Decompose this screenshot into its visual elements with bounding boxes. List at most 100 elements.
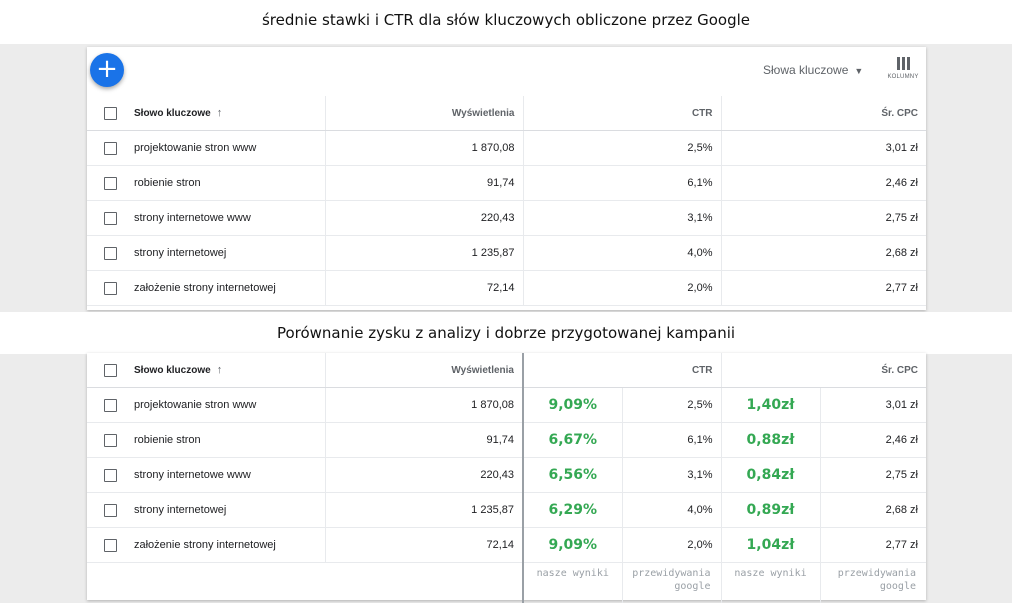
select-all-checkbox[interactable] xyxy=(87,96,134,131)
row-checkbox[interactable] xyxy=(87,528,134,563)
row-checkbox[interactable] xyxy=(87,493,134,528)
keywords-panel-bottom: Słowo kluczowe↑ Wyświetlenia CTR Śr. CPC… xyxy=(87,353,926,600)
keyword-cell: strony internetowej xyxy=(134,236,325,271)
column-header-impressions[interactable]: Wyświetlenia xyxy=(325,353,523,388)
table-row: założenie strony internetowej 72,14 9,09… xyxy=(87,528,926,563)
comparison-banner-title: Porównanie zysku z analizy i dobrze przy… xyxy=(0,312,1012,354)
cpc-cell: 3,01 zł xyxy=(721,131,926,166)
impressions-cell: 72,14 xyxy=(325,528,523,563)
keywords-dropdown[interactable]: Słowa kluczowe ▼ xyxy=(763,63,863,77)
ctr-cell: 6,1% xyxy=(523,166,721,201)
row-checkbox[interactable] xyxy=(87,423,134,458)
table-row: strony internetowe www 220,43 6,56% 3,1%… xyxy=(87,458,926,493)
sort-arrow-icon[interactable]: ↑ xyxy=(217,364,223,376)
keyword-cell: robienie stron xyxy=(134,166,325,201)
our-cpc-cell: 1,04zł xyxy=(721,528,820,563)
row-checkbox[interactable] xyxy=(87,166,134,201)
ctr-cell: 2,5% xyxy=(622,388,721,423)
column-header-cpc[interactable]: Śr. CPC xyxy=(721,353,926,388)
impressions-cell: 220,43 xyxy=(325,201,523,236)
keywords-table-top: Słowo kluczowe↑ Wyświetlenia CTR Śr. CPC… xyxy=(87,96,926,306)
our-cpc-cell: 0,88zł xyxy=(721,423,820,458)
ctr-cell: 6,1% xyxy=(622,423,721,458)
table-row: strony internetowe www 220,43 3,1% 2,75 … xyxy=(87,201,926,236)
keywords-dropdown-label: Słowa kluczowe xyxy=(763,63,848,77)
our-ctr-cell: 9,09% xyxy=(523,528,622,563)
row-checkbox[interactable] xyxy=(87,388,134,423)
columns-button[interactable]: KOLUMNY xyxy=(883,57,923,80)
ctr-cell: 3,1% xyxy=(622,458,721,493)
table-row: założenie strony internetowej 72,14 2,0%… xyxy=(87,271,926,306)
ctr-cell: 4,0% xyxy=(622,493,721,528)
impressions-cell: 91,74 xyxy=(325,423,523,458)
add-button[interactable]: + xyxy=(90,53,124,87)
sort-arrow-icon[interactable]: ↑ xyxy=(217,107,223,119)
cpc-cell: 2,77 zł xyxy=(820,528,926,563)
table-header: Słowo kluczowe↑ Wyświetlenia CTR Śr. CPC xyxy=(87,353,926,388)
table-header: Słowo kluczowe↑ Wyświetlenia CTR Śr. CPC xyxy=(87,96,926,131)
column-header-impressions[interactable]: Wyświetlenia xyxy=(325,96,523,131)
table-row: robienie stron 91,74 6,67% 6,1% 0,88zł 2… xyxy=(87,423,926,458)
row-checkbox[interactable] xyxy=(87,236,134,271)
keyword-cell: strony internetowe www xyxy=(134,201,325,236)
keywords-panel-top: + Słowa kluczowe ▼ KOLUMNY Słowo kluczowe… xyxy=(87,47,926,310)
comparison-table: Słowo kluczowe↑ Wyświetlenia CTR Śr. CPC… xyxy=(87,353,926,603)
keyword-cell: robienie stron xyxy=(134,423,325,458)
our-ctr-cell: 9,09% xyxy=(523,388,622,423)
select-all-checkbox[interactable] xyxy=(87,353,134,388)
row-checkbox[interactable] xyxy=(87,271,134,306)
column-header-keyword[interactable]: Słowo kluczowe↑ xyxy=(134,353,325,388)
impressions-cell: 1 235,87 xyxy=(325,236,523,271)
our-ctr-cell: 6,56% xyxy=(523,458,622,493)
ctr-cell: 3,1% xyxy=(523,201,721,236)
table-row: strony internetowej 1 235,87 4,0% 2,68 z… xyxy=(87,236,926,271)
row-checkbox[interactable] xyxy=(87,201,134,236)
footer-label-our-results-ctr: nasze wyniki xyxy=(523,563,622,603)
impressions-cell: 72,14 xyxy=(325,271,523,306)
cpc-cell: 2,75 zł xyxy=(721,201,926,236)
table-row: robienie stron 91,74 6,1% 2,46 zł xyxy=(87,166,926,201)
column-header-ctr[interactable]: CTR xyxy=(523,353,721,388)
impressions-cell: 220,43 xyxy=(325,458,523,493)
columns-label: KOLUMNY xyxy=(883,74,923,80)
our-cpc-cell: 0,89zł xyxy=(721,493,820,528)
our-cpc-cell: 0,84zł xyxy=(721,458,820,493)
cpc-cell: 2,77 zł xyxy=(721,271,926,306)
table-row: projektowanie stron www 1 870,08 2,5% 3,… xyxy=(87,131,926,166)
column-header-cpc[interactable]: Śr. CPC xyxy=(721,96,926,131)
cpc-cell: 2,68 zł xyxy=(721,236,926,271)
caret-down-icon: ▼ xyxy=(854,66,863,76)
impressions-cell: 1 870,08 xyxy=(325,388,523,423)
cpc-cell: 3,01 zł xyxy=(820,388,926,423)
cpc-cell: 2,68 zł xyxy=(820,493,926,528)
footer-label-our-results-cpc: nasze wyniki xyxy=(721,563,820,603)
table-row: projektowanie stron www 1 870,08 9,09% 2… xyxy=(87,388,926,423)
row-checkbox[interactable] xyxy=(87,131,134,166)
column-header-keyword[interactable]: Słowo kluczowe↑ xyxy=(134,96,325,131)
ctr-cell: 2,0% xyxy=(622,528,721,563)
columns-icon xyxy=(883,57,923,70)
cpc-cell: 2,46 zł xyxy=(820,423,926,458)
keyword-cell: założenie strony internetowej xyxy=(134,528,325,563)
table-row: strony internetowej 1 235,87 6,29% 4,0% … xyxy=(87,493,926,528)
keyword-cell: projektowanie stron www xyxy=(134,388,325,423)
ctr-cell: 4,0% xyxy=(523,236,721,271)
row-checkbox[interactable] xyxy=(87,458,134,493)
ctr-cell: 2,5% xyxy=(523,131,721,166)
keyword-cell: założenie strony internetowej xyxy=(134,271,325,306)
our-ctr-cell: 6,67% xyxy=(523,423,622,458)
ctr-cell: 2,0% xyxy=(523,271,721,306)
column-header-ctr[interactable]: CTR xyxy=(523,96,721,131)
keyword-cell: projektowanie stron www xyxy=(134,131,325,166)
our-ctr-cell: 6,29% xyxy=(523,493,622,528)
cpc-cell: 2,46 zł xyxy=(721,166,926,201)
top-banner-title: średnie stawki i CTR dla słów kluczowych… xyxy=(0,0,1012,44)
keyword-cell: strony internetowe www xyxy=(134,458,325,493)
impressions-cell: 91,74 xyxy=(325,166,523,201)
keyword-cell: strony internetowej xyxy=(134,493,325,528)
cpc-cell: 2,75 zł xyxy=(820,458,926,493)
our-cpc-cell: 1,40zł xyxy=(721,388,820,423)
